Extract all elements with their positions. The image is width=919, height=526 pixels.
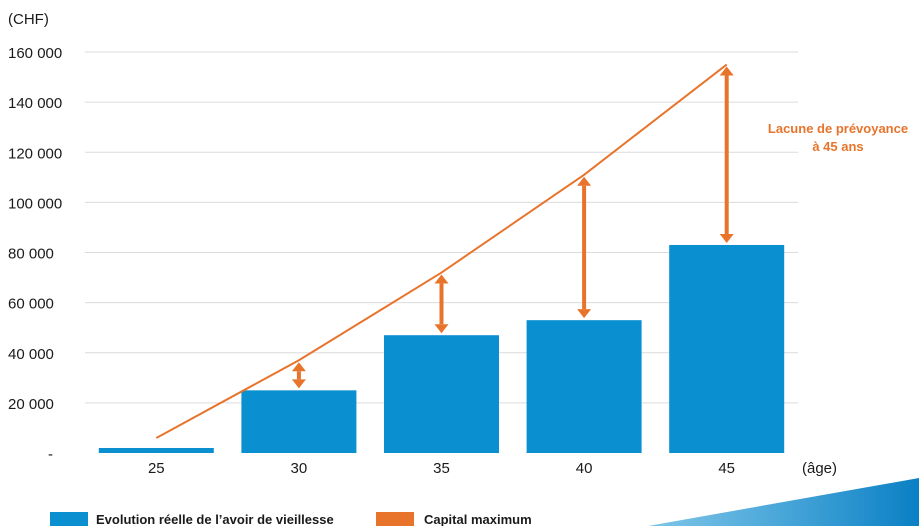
legend-swatch-line	[376, 512, 414, 526]
gap-arrow-head-down	[291, 379, 306, 389]
capital-maximum-line	[155, 63, 728, 439]
gap-arrow-head-up	[577, 176, 592, 186]
gap-arrow-head-down	[577, 309, 592, 319]
annotation-line-2: à 45 ans	[812, 139, 863, 154]
x-tick-label: 35	[433, 460, 450, 477]
gap-arrow-head-up	[291, 362, 306, 372]
x-tick-label: 40	[576, 460, 593, 477]
gap-arrow-head-down	[434, 324, 449, 334]
y-tick-label: 160 000	[8, 45, 62, 62]
legend-label-line: Capital maximum	[424, 512, 532, 526]
y-tick-label: 140 000	[8, 95, 62, 112]
capital-line	[155, 63, 728, 439]
legend-label-bars: Evolution réelle de l’avoir de vieilless…	[96, 512, 334, 526]
bar-25	[98, 447, 214, 453]
gap-annotation: Lacune de prévoyance à 45 ans	[768, 121, 908, 154]
x-tick-label: 45	[718, 460, 735, 477]
y-tick-label: 80 000	[8, 246, 54, 263]
gap-arrow-head-down	[719, 233, 734, 243]
legend: Evolution réelle de l’avoir de vieilless…	[50, 512, 532, 526]
x-tick-label: 30	[291, 460, 308, 477]
legend-swatch-bars	[50, 512, 88, 526]
gap-arrows	[291, 66, 734, 389]
bar-35	[384, 335, 499, 453]
gap-arrow-35	[434, 274, 449, 334]
y-tick-label: 60 000	[8, 296, 54, 313]
gap-arrow-head-up	[434, 274, 449, 284]
gap-arrow-45	[719, 66, 734, 243]
x-unit-label: (âge)	[802, 460, 837, 477]
decorative-corner-shape	[648, 478, 919, 526]
y-unit-label: (CHF)	[8, 11, 49, 28]
gap-arrow-head-up	[719, 66, 734, 76]
y-axis-ticks: - 20 000 40 000 60 000 80 000 100 000 120 000 1…	[8, 45, 62, 463]
x-tick-label: 25	[148, 460, 165, 477]
y-tick-label: 100 000	[8, 195, 62, 212]
bar-40	[526, 320, 642, 453]
gap-arrow-30	[291, 362, 306, 389]
y-tick-label: 120 000	[8, 145, 62, 162]
y-tick-label: -	[48, 446, 53, 463]
bar-45	[669, 244, 785, 453]
bar-30	[241, 390, 357, 453]
annotation-line-1: Lacune de prévoyance	[768, 121, 908, 136]
y-tick-label: 20 000	[8, 396, 54, 413]
x-axis-ticks: 25 30 35 40 45	[148, 460, 735, 477]
y-tick-label: 40 000	[8, 346, 54, 363]
bars	[98, 244, 785, 453]
gap-arrow-40	[577, 176, 592, 319]
